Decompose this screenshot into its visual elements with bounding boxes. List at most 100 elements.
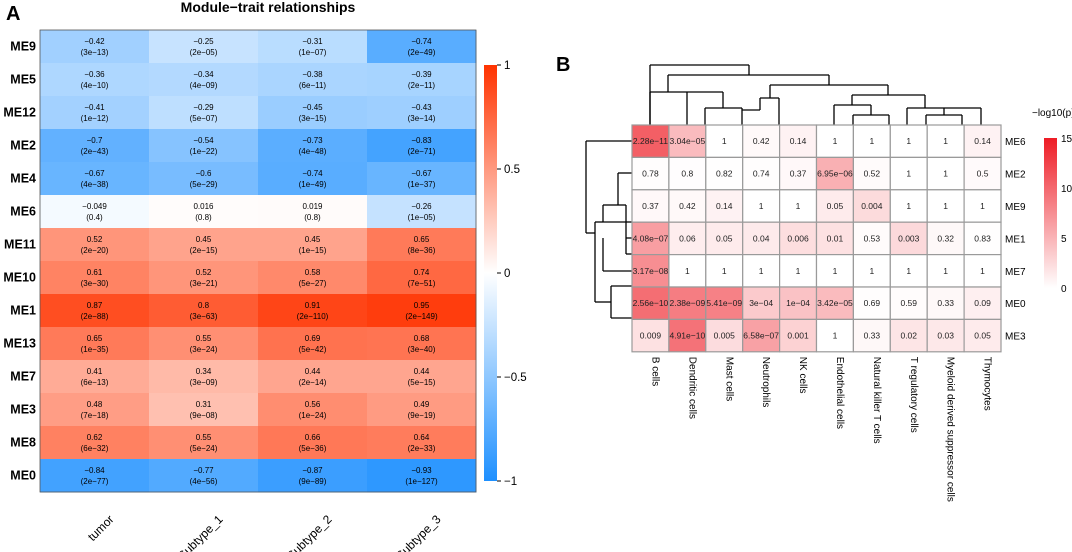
cell-pvalue: (1e−49) xyxy=(299,180,327,189)
cell-pvalue: (2e−43) xyxy=(81,147,109,156)
cell-pvalue: (6e−11) xyxy=(299,81,327,90)
heat-cell xyxy=(149,360,259,394)
heat-cell xyxy=(778,286,818,321)
heat-cell xyxy=(40,360,150,394)
cell-pvalue: 5.41e−09 xyxy=(706,298,742,308)
heat-cell xyxy=(367,360,477,394)
cell-correlation: 0.95 xyxy=(414,301,430,310)
heat-cell xyxy=(926,286,965,321)
cell-pvalue: 0.05 xyxy=(827,201,844,211)
heat-cell xyxy=(668,221,707,256)
row-label-me0: ME0 xyxy=(1005,299,1026,310)
cell-pvalue: 1 xyxy=(722,136,727,146)
cell-pvalue: (3e−40) xyxy=(408,345,436,354)
cell-pvalue: 0.59 xyxy=(900,298,917,308)
panel-a-colorbar: 1 0.5 0 −0.5 −1 xyxy=(484,60,527,488)
cell-pvalue: 1 xyxy=(722,266,727,276)
heat-cell xyxy=(963,221,1002,256)
heat-cell xyxy=(367,96,477,130)
cell-correlation: −0.36 xyxy=(84,70,105,79)
cell-correlation: 0.56 xyxy=(305,400,321,409)
cell-pvalue: (5e−36) xyxy=(299,444,327,453)
cell-pvalue: 1 xyxy=(943,136,948,146)
heat-cell xyxy=(40,261,150,295)
row-label-me1: ME1 xyxy=(10,304,36,318)
cell-pvalue: (2e−33) xyxy=(408,444,436,453)
cell-correlation: 0.44 xyxy=(305,367,321,376)
cell-pvalue: (1e−05) xyxy=(408,213,436,222)
col-label: Myeloid derived suppressor cells xyxy=(945,357,956,502)
cell-pvalue: 1 xyxy=(869,266,874,276)
cell-pvalue: 1 xyxy=(906,201,911,211)
colorbar-tick-label: 0 xyxy=(504,268,510,280)
row-label-me10: ME10 xyxy=(3,271,36,285)
cell-correlation: −0.31 xyxy=(302,37,323,46)
cell-pvalue: 1 xyxy=(869,136,874,146)
cell-correlation: −0.67 xyxy=(411,169,432,178)
heat-cell xyxy=(631,286,670,321)
cell-pvalue: (1e−22) xyxy=(190,147,218,156)
cell-correlation: 0.44 xyxy=(414,367,430,376)
cell-pvalue: 1 xyxy=(685,266,690,276)
cell-pvalue: (2e−15) xyxy=(190,246,218,255)
heat-cell xyxy=(149,96,259,130)
cell-pvalue: 0.5 xyxy=(977,169,989,179)
heat-cell xyxy=(149,393,259,427)
heat-cell xyxy=(852,286,891,321)
cell-correlation: −0.87 xyxy=(302,466,323,475)
heat-cell xyxy=(258,30,368,64)
cell-correlation: 0.41 xyxy=(87,367,103,376)
cell-pvalue: (2e−05) xyxy=(190,48,218,57)
cell-pvalue: 0.03 xyxy=(937,331,954,341)
heat-cell xyxy=(40,393,150,427)
cell-pvalue: (3e−15) xyxy=(299,114,327,123)
cell-correlation: −0.43 xyxy=(411,103,432,112)
heat-cell xyxy=(149,129,259,163)
heat-cell xyxy=(742,156,781,191)
cell-pvalue: (3e−21) xyxy=(190,279,218,288)
heat-cell xyxy=(40,63,150,97)
cell-pvalue: (3e−13) xyxy=(81,48,109,57)
colorbar-tick-label: 1 xyxy=(504,60,510,72)
cell-correlation: 0.55 xyxy=(196,334,212,343)
legend-title: −log10(p) xyxy=(1032,108,1072,119)
row-label-me4: ME4 xyxy=(10,172,36,186)
cell-pvalue: (9e−08) xyxy=(190,411,218,420)
heat-cell xyxy=(367,63,477,97)
cell-correlation: −0.93 xyxy=(411,466,432,475)
col-label: B cells xyxy=(649,357,660,386)
col-label-subtype_3: Subtype_3 xyxy=(393,512,444,552)
cell-pvalue: (2e−14) xyxy=(299,378,327,387)
heat-cell xyxy=(926,221,965,256)
heat-cell xyxy=(367,261,477,295)
heat-cell xyxy=(705,156,744,191)
cell-correlation: −0.54 xyxy=(193,136,214,145)
heat-cell xyxy=(889,124,928,159)
cell-pvalue: 6.95e−06 xyxy=(817,169,853,179)
cell-pvalue: (1e−35) xyxy=(81,345,109,354)
cell-correlation: 0.74 xyxy=(414,268,430,277)
cell-pvalue: (0.8) xyxy=(195,213,212,222)
heat-cell xyxy=(149,195,259,229)
row-label-me6: ME6 xyxy=(1005,137,1026,148)
heat-cell xyxy=(40,294,150,328)
heat-cell xyxy=(367,294,477,328)
heat-cell xyxy=(149,261,259,295)
heat-cell xyxy=(258,96,368,130)
heat-cell xyxy=(40,162,150,196)
cell-pvalue: 0.52 xyxy=(864,169,881,179)
cell-correlation: 0.58 xyxy=(305,268,321,277)
cell-correlation: −0.42 xyxy=(84,37,105,46)
cell-correlation: 0.45 xyxy=(196,235,212,244)
heat-cell xyxy=(668,124,707,159)
cell-correlation: 0.34 xyxy=(196,367,212,376)
heat-cell xyxy=(963,124,1002,159)
legend-tick-label: 5 xyxy=(1061,234,1067,245)
heat-cell xyxy=(149,327,259,361)
cell-pvalue: 0.69 xyxy=(864,298,881,308)
cell-correlation: −0.74 xyxy=(411,37,432,46)
heat-cell xyxy=(40,30,150,64)
cell-correlation: −0.74 xyxy=(302,169,323,178)
col-label: Neutrophils xyxy=(760,357,771,408)
